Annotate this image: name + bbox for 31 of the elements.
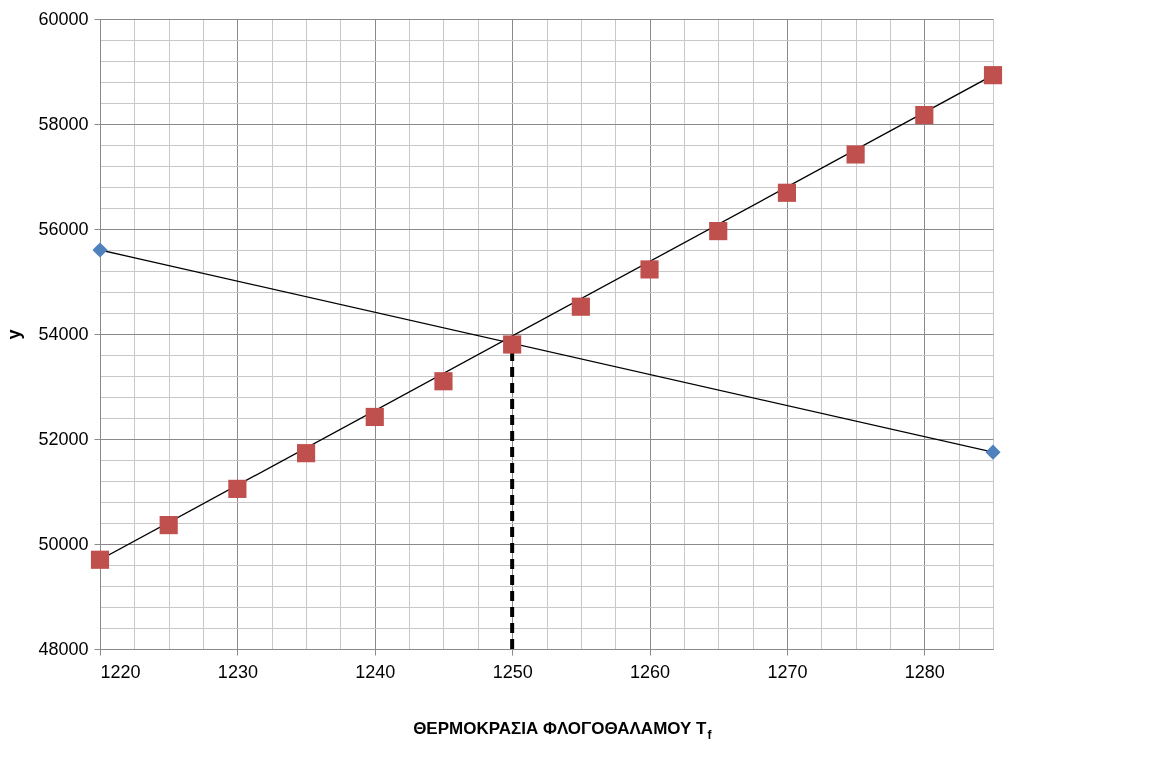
y-tick-label: 60000 [38, 8, 89, 29]
point [365, 407, 384, 427]
x-tick-label: 1220 [100, 661, 141, 682]
point [846, 145, 865, 164]
point [777, 183, 797, 202]
y-axis-title: y [4, 329, 25, 340]
point [983, 66, 1003, 85]
point [296, 444, 316, 463]
x-tick-label: 1260 [630, 661, 671, 682]
point [92, 242, 108, 258]
point [434, 372, 453, 391]
y-tick-label: 48000 [38, 638, 89, 659]
point [640, 260, 659, 279]
y-tick-label: 56000 [38, 218, 89, 239]
point [90, 550, 110, 569]
y-tick-label: 52000 [38, 428, 89, 449]
x-tick-label: 1230 [217, 661, 258, 682]
x-tick-label: 1270 [767, 661, 808, 682]
point [159, 516, 178, 535]
y-tick-label: 54000 [38, 323, 89, 344]
y-tick-label: 58000 [38, 113, 89, 134]
point [985, 444, 1001, 460]
y-tick-label: 50000 [38, 533, 89, 554]
point [915, 105, 934, 125]
point [571, 297, 590, 316]
point [709, 222, 728, 241]
x-tick-label: 1240 [355, 661, 396, 682]
x-tick-label: 1250 [492, 661, 533, 682]
point [228, 479, 247, 498]
point [503, 335, 522, 354]
x-tick-label: 1280 [904, 661, 945, 682]
